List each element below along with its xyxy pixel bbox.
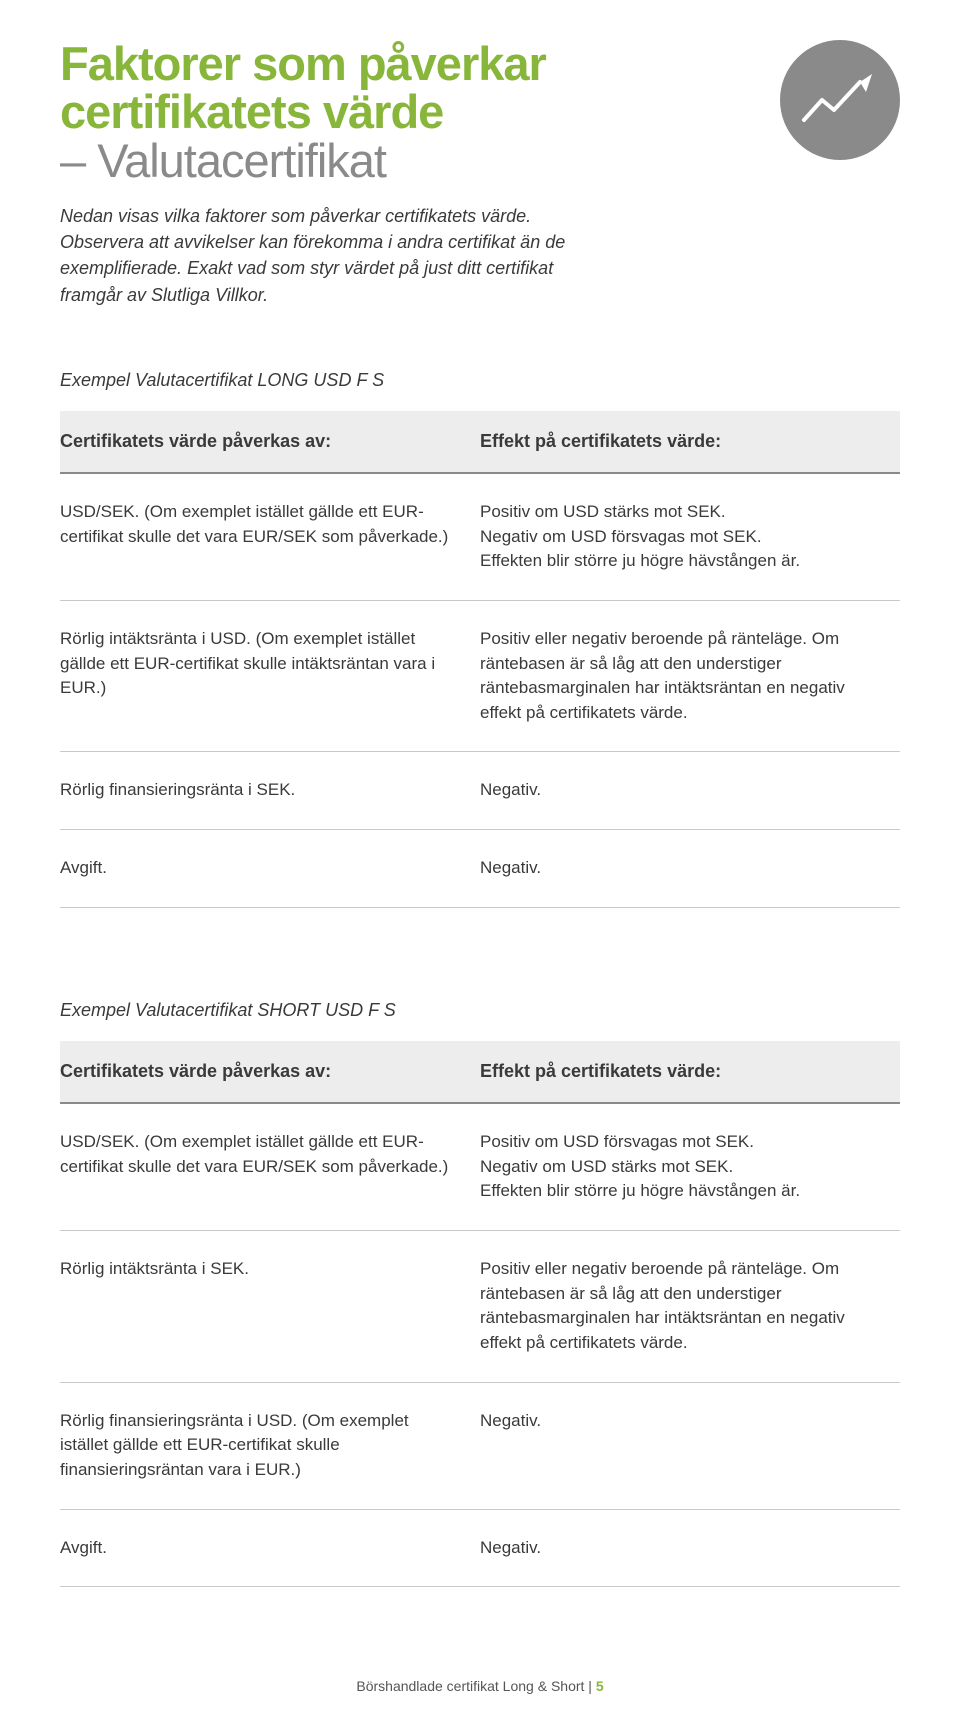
cell-left: Avgift.	[60, 830, 480, 908]
trend-arrow-svg	[800, 70, 880, 130]
cell-right: Positiv om USD försvagas mot SEK.Negativ…	[480, 1103, 900, 1230]
cell-left: USD/SEK. (Om exemplet istället gällde et…	[60, 473, 480, 600]
example-label-1: Exempel Valutacertifikat LONG USD F S	[60, 368, 900, 393]
header-row: Faktorer som påverkar certifikatets värd…	[60, 40, 900, 185]
title-block: Faktorer som påverkar certifikatets värd…	[60, 40, 760, 185]
cell-right: Negativ.	[480, 752, 900, 830]
table-row: Rörlig intäktsränta i SEK.Positiv eller …	[60, 1231, 900, 1383]
cell-right: Positiv om USD stärks mot SEK.Negativ om…	[480, 473, 900, 600]
factors-table-2: Certifikatets värde påverkas av: Effekt …	[60, 1041, 900, 1587]
footer-page-number: 5	[596, 1678, 604, 1694]
title-line1: Faktorer som påverkar	[60, 40, 760, 88]
cell-right: Positiv eller negativ beroende på räntel…	[480, 1231, 900, 1383]
cell-left: Rörlig intäktsränta i SEK.	[60, 1231, 480, 1383]
trend-up-icon	[780, 40, 900, 160]
table-row: Avgift.Negativ.	[60, 1509, 900, 1587]
cell-left: Avgift.	[60, 1509, 480, 1587]
table-header-row: Certifikatets värde påverkas av: Effekt …	[60, 411, 900, 473]
cell-right: Positiv eller negativ beroende på räntel…	[480, 600, 900, 752]
cell-right: Negativ.	[480, 1382, 900, 1509]
cell-left: Rörlig finansieringsränta i USD. (Om exe…	[60, 1382, 480, 1509]
col-header-left: Certifikatets värde påverkas av:	[60, 1041, 480, 1103]
cell-right: Negativ.	[480, 1509, 900, 1587]
table-row: Avgift.Negativ.	[60, 830, 900, 908]
title-sub: – Valutacertifikat	[60, 136, 760, 185]
title-sub-text: Valutacertifikat	[97, 134, 386, 187]
factors-table-1: Certifikatets värde påverkas av: Effekt …	[60, 411, 900, 908]
cell-right: Negativ.	[480, 830, 900, 908]
col-header-left: Certifikatets värde påverkas av:	[60, 411, 480, 473]
table-row: USD/SEK. (Om exemplet istället gällde et…	[60, 1103, 900, 1230]
table-header-row: Certifikatets värde påverkas av: Effekt …	[60, 1041, 900, 1103]
title-sub-prefix: –	[60, 134, 97, 187]
table-row: Rörlig finansieringsränta i USD. (Om exe…	[60, 1382, 900, 1509]
cell-left: Rörlig intäktsränta i USD. (Om exemplet …	[60, 600, 480, 752]
col-header-right: Effekt på certifikatets värde:	[480, 411, 900, 473]
title-line2: certifikatets värde	[60, 88, 760, 136]
intro-paragraph: Nedan visas vilka faktorer som påverkar …	[60, 203, 620, 307]
col-header-right: Effekt på certifikatets värde:	[480, 1041, 900, 1103]
example-label-2: Exempel Valutacertifikat SHORT USD F S	[60, 998, 900, 1023]
table-row: Rörlig finansieringsränta i SEK.Negativ.	[60, 752, 900, 830]
table-row: USD/SEK. (Om exemplet istället gällde et…	[60, 473, 900, 600]
cell-left: USD/SEK. (Om exemplet istället gällde et…	[60, 1103, 480, 1230]
cell-left: Rörlig finansieringsränta i SEK.	[60, 752, 480, 830]
footer-sep: |	[584, 1678, 595, 1694]
footer-text: Börshandlade certifikat Long & Short	[356, 1678, 584, 1694]
table-row: Rörlig intäktsränta i USD. (Om exemplet …	[60, 600, 900, 752]
